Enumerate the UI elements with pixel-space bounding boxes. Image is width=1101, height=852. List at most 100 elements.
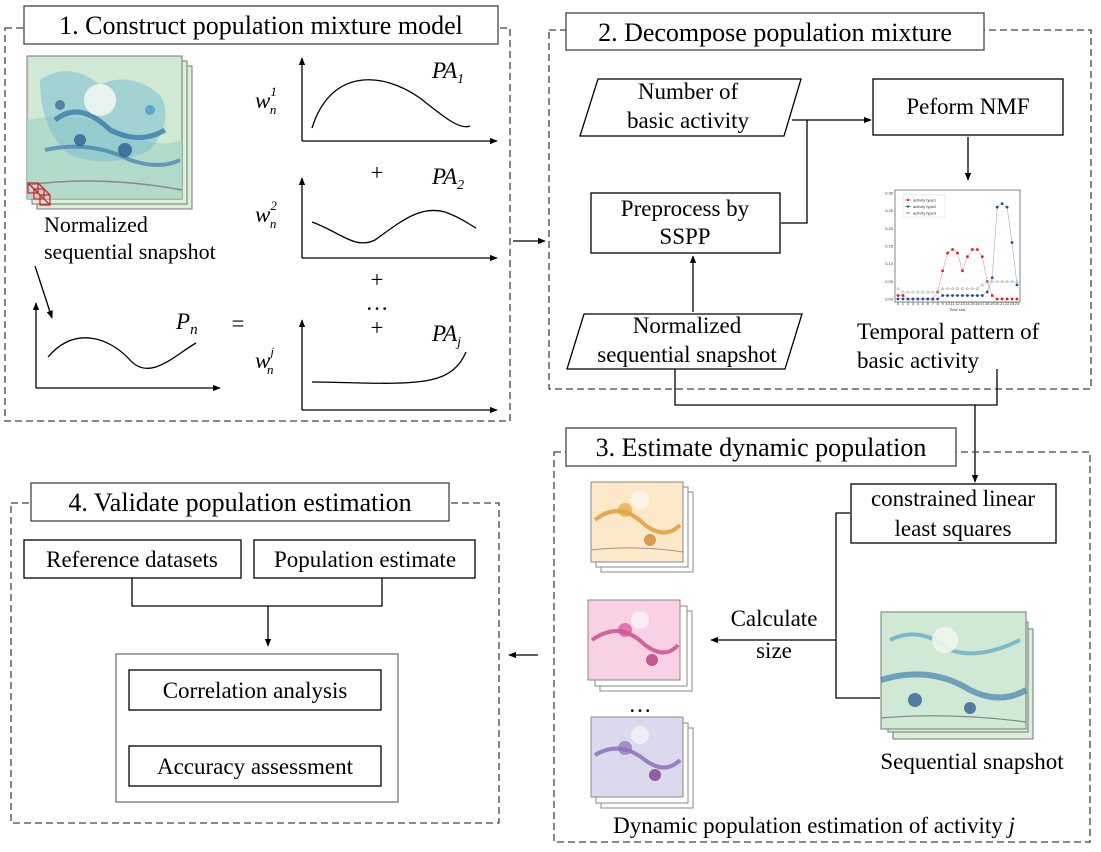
chart-y-tick-label: 0.25 [885,208,894,213]
chart-point [901,294,905,297]
legend-box [902,194,946,218]
chart-point [995,205,999,209]
correlation-analysis-label: Correlation analysis [163,678,348,703]
population-estimate-label: Population estimate [274,547,456,572]
chart-point [980,282,985,287]
chart-point [956,294,959,297]
chart-point [955,286,960,290]
connector-preprocess-to-nmf [781,120,808,224]
chart-point [1015,283,1019,287]
plus-sign-1: + [371,160,384,185]
chart-y-tick-label: 0.05 [885,279,894,284]
chart-point [961,269,964,273]
chart-x-tick-label: 8 [937,301,940,306]
accuracy-assessment-box [128,745,382,787]
chart-point [1005,297,1009,301]
pa2-symbol: PA2 [431,164,464,193]
chart-x-axis: 0 1 2 3 4 5 6 7 8 9 10 11 12 13 14 15 16 17 18 19 20 21 22 23 24 [897,301,1020,306]
calculate-line1: Calculate [731,606,818,631]
equals-sign: = [232,311,245,336]
chart-x-tick-label: 22 [1005,301,1010,306]
chart-point [1005,205,1009,209]
chart-point [951,294,954,297]
chart-series-line [897,281,1017,293]
chart-x-tick-label: 5 [922,301,925,306]
clls-line1: constrained linear [871,486,1035,511]
sequential-snapshot-label: Sequential snapshot [880,749,1064,774]
ellipsis-maps: … [629,692,652,717]
input-normalized-snapshot [566,313,803,370]
calculate-line2: size [756,638,792,663]
preprocess-line1: Preprocess by [621,196,750,221]
chart-point [906,297,910,301]
panel-decompose-mixture: 2. Decompose population mixture Number o… [548,12,1092,390]
pa1-symbol: PA1 [431,58,464,87]
chart-y-tick-label: 0.00 [885,297,894,302]
chart-x-tick-label: 20 [995,301,1000,306]
pn-curve-plot [32,302,221,392]
chart-point [946,294,949,297]
chart-x-tick-label: 15 [970,301,975,306]
chart-x-tick-label: 14 [965,301,970,306]
legend-entry: activity type2 [913,204,937,209]
chart-point [940,286,945,290]
chart-x-tick-label: 3 [912,301,915,306]
chart-point [911,290,915,294]
pa2-curve-plot [298,177,498,262]
chart-x-tick-label: 7 [932,301,935,306]
chart-point [980,294,984,297]
normalized-snapshot-line1: Normalized [633,313,742,338]
chart-point [916,290,920,294]
chart-x-tick-label: 16 [975,301,980,306]
chart-point [985,279,990,283]
number-of-activity-line2: basic activity [627,108,749,133]
clls-box [850,483,1057,544]
chart-point [901,297,905,301]
legend-entry: activity type1 [913,198,937,203]
chart-point [995,297,999,301]
chart-point [985,290,989,294]
chart-point [1010,297,1014,301]
reference-datasets-box [23,539,242,579]
chart-point [896,297,900,301]
sequential-snapshot-stack [880,611,1034,740]
chart-point [1000,279,1004,283]
pn-symbol: Pn [175,309,198,338]
legend-marker [906,198,910,202]
connector-inputs [131,578,383,607]
chart-x-tick-label: 4 [917,301,920,306]
panel-1-title: 1. Construct population mixture model [59,11,463,40]
chart-point [1015,297,1019,301]
snapshot-stack-normalized [26,55,193,210]
chart-point [951,248,954,251]
perform-nmf-label: Peform NMF [906,94,1029,119]
chart-point [990,294,994,297]
chart-point [896,286,900,290]
connector-panel2-bottom [674,369,998,406]
chart-point [906,290,910,294]
chart-x-tick-label: 10 [945,301,950,306]
reference-datasets-label: Reference datasets [46,547,218,572]
chart-point [975,248,979,251]
temporal-pattern-line2: basic activity [857,348,979,373]
chart-point [925,290,930,294]
chart-x-tick-label: 0 [897,301,900,306]
plus-sign-3: + [371,315,384,340]
number-of-activity-line1: Number of [638,79,739,104]
chart-point [941,294,945,297]
chart-point [911,297,915,301]
chart-point [945,286,950,290]
paj-curve-plot [298,319,498,414]
chart-point [1015,279,1019,283]
connector-clls-snapshot [835,512,880,699]
temporal-pattern-line1: Temporal pattern of [857,319,1040,344]
chart-point [916,297,920,301]
clls-line2: least squares [895,516,1012,541]
chart-point [1000,202,1004,206]
chart-point [926,297,930,301]
chart-series-group [896,202,1019,301]
panel-estimate-dynamic: 3. Estimate dynamic population … [553,427,1091,843]
chart-point [1010,279,1014,283]
map-stack-activity-purple [590,716,694,809]
chart-x-tick-label: 2 [907,301,910,306]
